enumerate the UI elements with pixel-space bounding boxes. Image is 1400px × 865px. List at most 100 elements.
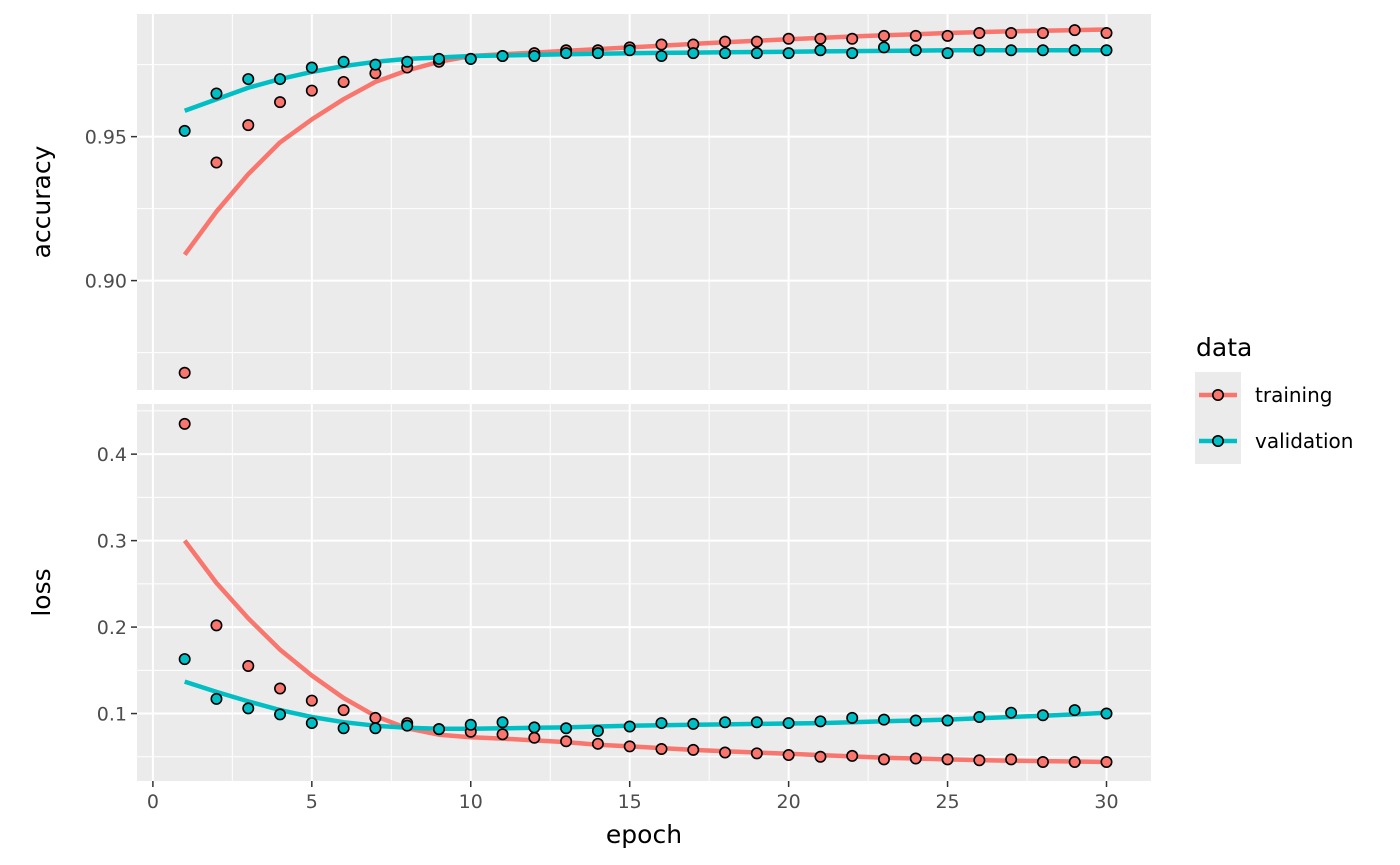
point-training — [305, 694, 318, 707]
point-validation — [210, 692, 223, 705]
point-validation — [846, 711, 859, 724]
point-training — [1036, 755, 1049, 768]
y-axis-title-loss: loss — [27, 568, 56, 616]
point-validation — [432, 52, 445, 65]
legend-title: data — [1196, 333, 1252, 362]
point-validation — [1036, 709, 1049, 722]
point-training — [496, 728, 509, 741]
point-training — [909, 29, 922, 42]
point-training — [846, 749, 859, 762]
point-training — [210, 156, 223, 169]
point-training — [973, 754, 986, 767]
point-training — [305, 84, 318, 97]
point-training — [877, 753, 890, 766]
x-tick-label: 15 — [618, 791, 642, 813]
point-training — [782, 32, 795, 45]
x-tick-label: 0 — [147, 791, 159, 813]
point-validation — [210, 87, 223, 100]
point-validation — [401, 719, 414, 732]
point-training — [687, 743, 700, 756]
point-validation — [369, 58, 382, 71]
point-validation — [432, 723, 445, 736]
x-tick-label: 25 — [935, 791, 959, 813]
point-validation — [941, 714, 954, 727]
point-validation — [941, 47, 954, 60]
point-validation — [305, 717, 318, 730]
point-validation — [591, 724, 604, 737]
point-validation — [782, 47, 795, 60]
point-validation — [623, 720, 636, 733]
y-tick-label: 0.1 — [97, 704, 127, 726]
point-validation — [1068, 44, 1081, 57]
point-validation — [909, 714, 922, 727]
point-training — [1005, 753, 1018, 766]
point-training — [1005, 27, 1018, 40]
point-training — [178, 417, 191, 430]
point-training — [941, 753, 954, 766]
point-training — [1036, 27, 1049, 40]
y-tick-label: 0.2 — [97, 617, 127, 639]
point-validation — [623, 44, 636, 57]
point-training — [655, 38, 668, 51]
point-validation — [655, 50, 668, 63]
point-validation — [719, 47, 732, 60]
point-validation — [814, 715, 827, 728]
point-validation — [560, 47, 573, 60]
point-validation — [719, 716, 732, 729]
x-axis-title: epoch — [606, 820, 682, 849]
panel-background — [137, 14, 1151, 390]
point-training — [560, 735, 573, 748]
point-validation — [1100, 707, 1113, 720]
point-training — [591, 737, 604, 750]
point-validation — [178, 124, 191, 137]
point-validation — [909, 44, 922, 57]
smooth-line-training — [182, 27, 1107, 257]
point-training — [242, 119, 255, 132]
point-training — [210, 619, 223, 632]
point-validation — [242, 73, 255, 86]
point-training — [750, 35, 763, 48]
point-validation — [274, 73, 287, 86]
point-validation — [1100, 44, 1113, 57]
point-validation — [814, 44, 827, 57]
point-validation — [1036, 44, 1049, 57]
point-validation — [369, 722, 382, 735]
point-training — [1068, 24, 1081, 37]
point-validation — [560, 722, 573, 735]
x-tick-label: 30 — [1094, 791, 1118, 813]
point-training — [719, 746, 732, 759]
point-validation — [401, 55, 414, 68]
point-validation — [1005, 706, 1018, 719]
y-tick-label: 0.4 — [97, 444, 127, 466]
legend-key-point — [1212, 388, 1225, 401]
point-training — [814, 750, 827, 763]
point-training — [1100, 27, 1113, 40]
point-training — [814, 32, 827, 45]
point-training — [178, 366, 191, 379]
point-validation — [242, 702, 255, 715]
point-validation — [464, 718, 477, 731]
point-training — [274, 96, 287, 109]
point-training — [369, 711, 382, 724]
point-validation — [973, 711, 986, 724]
point-validation — [1005, 44, 1018, 57]
point-training — [782, 749, 795, 762]
point-validation — [337, 55, 350, 68]
point-training — [909, 752, 922, 765]
point-validation — [591, 47, 604, 60]
point-validation — [655, 717, 668, 730]
legend-key-point — [1212, 434, 1225, 447]
point-validation — [496, 50, 509, 63]
y-axis-title-accuracy: accuracy — [27, 145, 56, 258]
point-validation — [782, 717, 795, 730]
point-validation — [528, 721, 541, 734]
x-tick-label: 5 — [306, 791, 318, 813]
point-validation — [178, 653, 191, 666]
point-validation — [337, 722, 350, 735]
panel-accuracy: 0.90 0.95 accuracy — [27, 14, 1151, 390]
point-validation — [496, 716, 509, 729]
point-validation — [274, 708, 287, 721]
point-training — [337, 75, 350, 88]
point-training — [528, 731, 541, 744]
legend-keys-background — [1195, 372, 1241, 464]
